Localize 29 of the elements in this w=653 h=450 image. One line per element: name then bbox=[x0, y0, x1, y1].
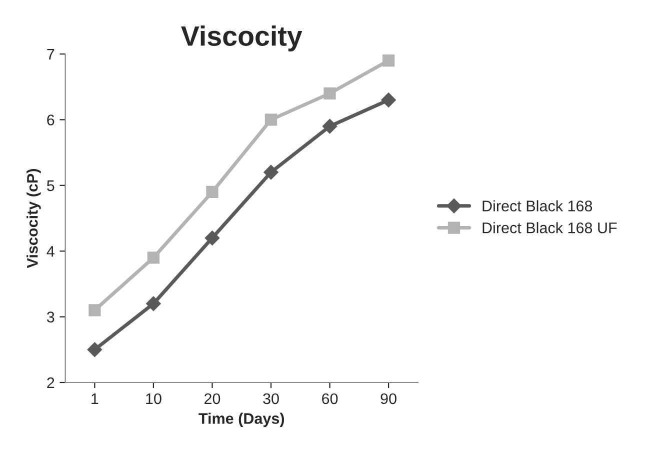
point bbox=[381, 92, 396, 108]
x-axis-title: Time (Days) bbox=[198, 412, 284, 427]
point bbox=[147, 252, 160, 264]
point bbox=[87, 342, 102, 358]
y-tick-label: 3 bbox=[46, 312, 54, 322]
y-tick-label: 7 bbox=[47, 49, 54, 60]
y-tick-label: 2 bbox=[47, 377, 54, 388]
y-tick-label: 6 bbox=[47, 114, 54, 126]
x-tick-label: 30 bbox=[263, 393, 279, 404]
chart-title: Viscocity bbox=[181, 26, 302, 52]
x-tick-label: 1 bbox=[92, 393, 98, 404]
point bbox=[264, 114, 278, 126]
point bbox=[264, 164, 278, 180]
x-tick-label: 20 bbox=[204, 393, 220, 404]
point bbox=[206, 186, 218, 198]
point bbox=[204, 230, 220, 246]
y-tick-label: 4 bbox=[46, 246, 54, 257]
point bbox=[324, 87, 336, 100]
y-tick-label: 5 bbox=[47, 180, 54, 192]
x-tick-label: 10 bbox=[146, 393, 162, 404]
point bbox=[88, 304, 101, 316]
legend-label: Direct Black 168 UF bbox=[482, 222, 617, 234]
x-tick-label: 90 bbox=[380, 393, 396, 404]
x-tick-label: 60 bbox=[322, 393, 338, 404]
point bbox=[382, 54, 395, 67]
point bbox=[322, 118, 338, 134]
point bbox=[146, 296, 161, 312]
y-axis-title: Viscocity (cP) bbox=[26, 169, 41, 268]
legend-label: Direct Black 168 bbox=[482, 200, 592, 212]
